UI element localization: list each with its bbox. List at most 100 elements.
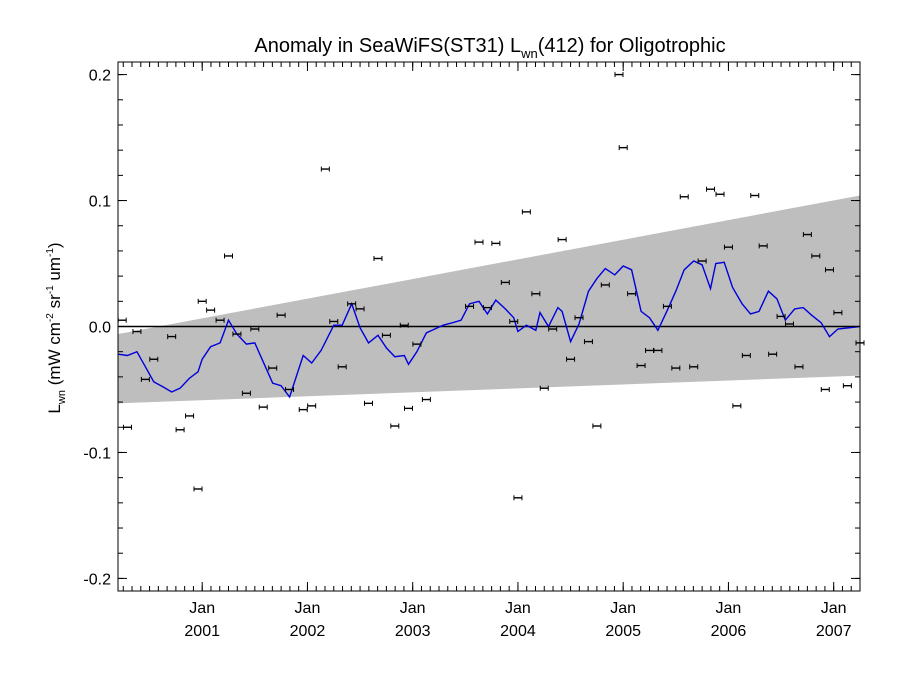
data-point	[197, 298, 207, 304]
x-tick-label-year: 2004	[500, 623, 536, 640]
data-point	[689, 364, 699, 370]
chart-title-main: Anomaly in SeaWiFS(ST31) L	[254, 35, 521, 57]
y-label-mid-2: um	[45, 257, 64, 285]
data-point	[185, 413, 195, 419]
data-point	[768, 351, 778, 357]
data-point	[697, 258, 707, 264]
x-tick-label-year: 2003	[395, 623, 431, 640]
data-point	[307, 403, 317, 409]
data-point	[750, 193, 760, 199]
data-point	[421, 397, 431, 403]
data-point	[583, 339, 593, 345]
x-tick-label-month: Jan	[295, 600, 321, 617]
data-point	[482, 305, 492, 311]
y-axis-label: Lwn (mW cm-2 sr-1 um-1)	[45, 242, 68, 413]
data-point	[811, 253, 821, 259]
data-point	[723, 244, 733, 250]
data-point	[636, 363, 646, 369]
data-point	[557, 237, 567, 243]
data-point	[833, 310, 843, 316]
data-point	[390, 423, 400, 429]
data-point	[794, 364, 804, 370]
y-tick-label: 0.1	[89, 194, 111, 211]
y-axis: -0.2 -0.1 0.0 0.1 0.2	[83, 68, 860, 588]
y-tick-label: -0.1	[83, 445, 111, 462]
x-tick-label-month: Jan	[610, 600, 636, 617]
data-point	[741, 352, 751, 358]
chart-title: Anomaly in SeaWiFS(ST31) Lwn(412) for Ol…	[254, 35, 725, 61]
data-point	[285, 386, 295, 392]
data-point	[600, 282, 610, 288]
data-point	[399, 322, 409, 328]
y-label-units-prefix: (mW cm	[45, 322, 64, 390]
data-point	[824, 267, 834, 273]
data-point	[784, 321, 794, 327]
data-point	[355, 306, 365, 312]
data-point	[627, 291, 637, 297]
envelope-band	[118, 195, 860, 404]
data-point	[193, 486, 203, 492]
y-label-mid-1: sr	[45, 294, 64, 313]
data-point	[206, 307, 216, 313]
chart-title-subscript: wn	[520, 46, 538, 61]
data-point	[329, 318, 339, 324]
x-tick-label-month: Jan	[821, 600, 847, 617]
y-label-exp-1: -2	[45, 313, 56, 322]
x-tick-label-year: 2007	[816, 623, 852, 640]
data-point	[548, 326, 558, 332]
data-point	[381, 332, 391, 338]
data-point	[732, 403, 742, 409]
data-point	[175, 427, 185, 433]
x-tick-label-month: Jan	[400, 600, 426, 617]
data-point	[566, 356, 576, 362]
y-label-exp-2: -1	[45, 285, 56, 294]
data-point	[276, 312, 286, 318]
chart-title-suffix: (412) for Oligotrophic	[538, 35, 726, 57]
data-point	[521, 209, 531, 215]
y-label-close: )	[45, 242, 64, 248]
data-point	[268, 365, 278, 371]
data-point	[250, 326, 260, 332]
data-point	[122, 424, 132, 430]
data-point	[614, 72, 624, 78]
data-point	[758, 243, 768, 249]
data-point	[232, 331, 242, 337]
y-label-main: L	[45, 404, 64, 413]
x-tick-label-month: Jan	[716, 600, 742, 617]
data-point	[802, 232, 812, 238]
data-point	[320, 166, 330, 172]
x-tick-label-year: 2006	[711, 623, 747, 640]
data-point	[373, 255, 383, 261]
data-point	[258, 404, 268, 410]
data-point	[513, 495, 523, 501]
data-point	[132, 329, 142, 335]
x-tick-label-year: 2002	[290, 623, 326, 640]
data-point	[215, 317, 225, 323]
data-point	[167, 334, 177, 340]
data-point	[592, 423, 602, 429]
x-tick-label-month: Jan	[189, 600, 215, 617]
data-point	[403, 405, 413, 411]
data-point	[653, 347, 663, 353]
data-point	[671, 365, 681, 371]
y-tick-label: -0.2	[83, 571, 111, 588]
data-point	[539, 385, 549, 391]
data-point	[820, 386, 830, 392]
data-point	[679, 194, 689, 200]
x-tick-label-year: 2001	[184, 623, 220, 640]
data-point	[491, 240, 501, 246]
y-label-exp-3: -1	[45, 248, 56, 257]
data-point	[474, 239, 484, 245]
data-point	[706, 186, 716, 192]
data-point	[363, 400, 373, 406]
data-point	[531, 291, 541, 297]
data-point	[241, 390, 251, 396]
data-point	[509, 318, 519, 324]
x-axis: Jan 2001 Jan 2002 Jan 2003 Jan 2004 Jan 2005 Jan 20…	[122, 62, 861, 640]
data-point	[500, 279, 510, 285]
data-point	[776, 313, 786, 319]
data-point	[140, 376, 150, 382]
data-point	[842, 383, 852, 389]
anomaly-points	[117, 72, 865, 501]
